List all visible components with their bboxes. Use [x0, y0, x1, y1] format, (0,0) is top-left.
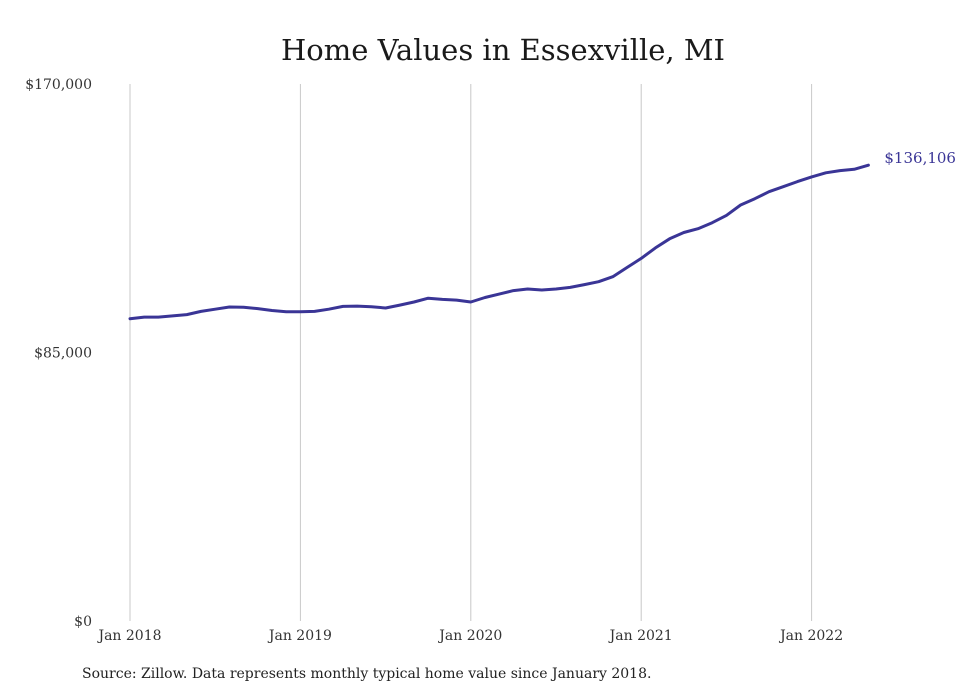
x-tick-label: Jan 2022: [778, 628, 843, 644]
source-note: Source: Zillow. Data represents monthly …: [82, 666, 652, 682]
series-line: [128, 163, 870, 321]
y-tick-label: $170,000: [25, 77, 92, 93]
chart-title: Home Values in Essexville, MI: [281, 33, 725, 67]
y-tick-label: $0: [74, 614, 92, 630]
gridlines: [129, 84, 813, 621]
x-tick-label: Jan 2021: [608, 628, 673, 644]
end-value-label: $136,106: [884, 149, 956, 167]
y-axis-ticks: $0 $85,000 $170,000: [25, 77, 92, 630]
x-tick-label: Jan 2020: [437, 628, 502, 644]
y-tick-label: $85,000: [34, 346, 92, 362]
x-axis-ticks: Jan 2018 Jan 2019 Jan 2020 Jan 2021 Jan 2022: [96, 628, 843, 644]
x-tick-label: Jan 2019: [267, 628, 332, 644]
series-group: $136,106: [128, 149, 956, 321]
x-tick-label: Jan 2018: [96, 628, 161, 644]
